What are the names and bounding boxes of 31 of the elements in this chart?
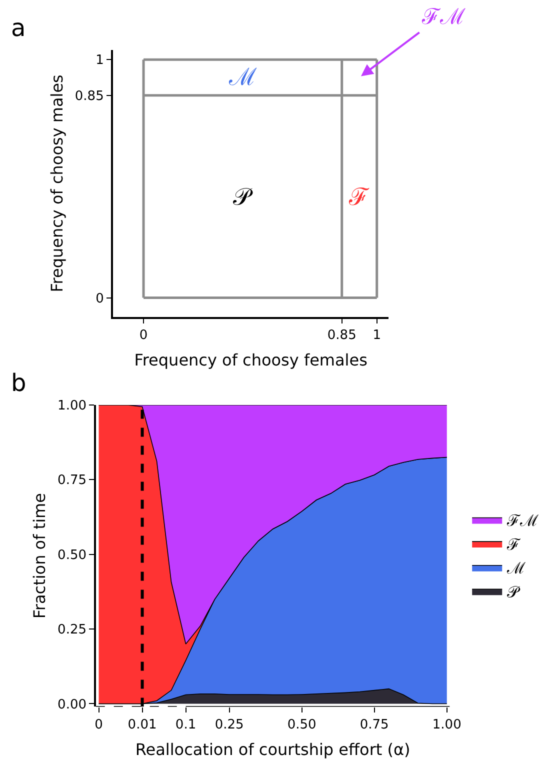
legend-label: 𝒫 (507, 582, 522, 602)
y-axis-title: Frequency of choosy males (47, 74, 66, 292)
x-tick-label: 1 (372, 328, 382, 344)
y-tick-label: 0 (96, 291, 104, 306)
x-axis-title: Reallocation of courtship effort (α) (135, 740, 410, 760)
y-tick-label: 0.75 (58, 473, 86, 488)
legend-label: ℱℳ (506, 511, 540, 530)
x-tick-label: 0.01 (128, 717, 157, 732)
x-tick-label: 1.00 (432, 717, 462, 732)
y-tick-label: 1 (96, 53, 104, 68)
text: ℱℳ (421, 5, 466, 30)
annotation: 𝒫 (233, 183, 253, 211)
annotation: ℳ (228, 63, 257, 91)
chart-title: a (11, 14, 26, 42)
y-tick-label: 1.00 (58, 398, 86, 414)
x-tick-label: 0.50 (287, 717, 316, 732)
x-tick-label: 0 (139, 328, 148, 344)
x-tick-label: 0.25 (214, 717, 244, 732)
x-tick-label: 0.75 (360, 717, 389, 732)
chart-title: b (11, 369, 26, 397)
y-tick-label: 0.00 (58, 697, 86, 712)
y-tick-label: 0.85 (74, 88, 104, 104)
x-axis-title: Frequency of choosy females (134, 350, 368, 370)
annotation: ℱ (348, 183, 370, 211)
legend-label: ℱ (506, 534, 522, 554)
x-tick-label: 0.85 (327, 328, 356, 344)
y-tick-label: 0.50 (58, 548, 86, 563)
y-axis-title: Fraction of time (30, 493, 49, 619)
x-tick-label: 0.1 (175, 717, 196, 732)
legend-label: ℳ (506, 558, 526, 578)
y-tick-label: 0.25 (58, 622, 86, 638)
